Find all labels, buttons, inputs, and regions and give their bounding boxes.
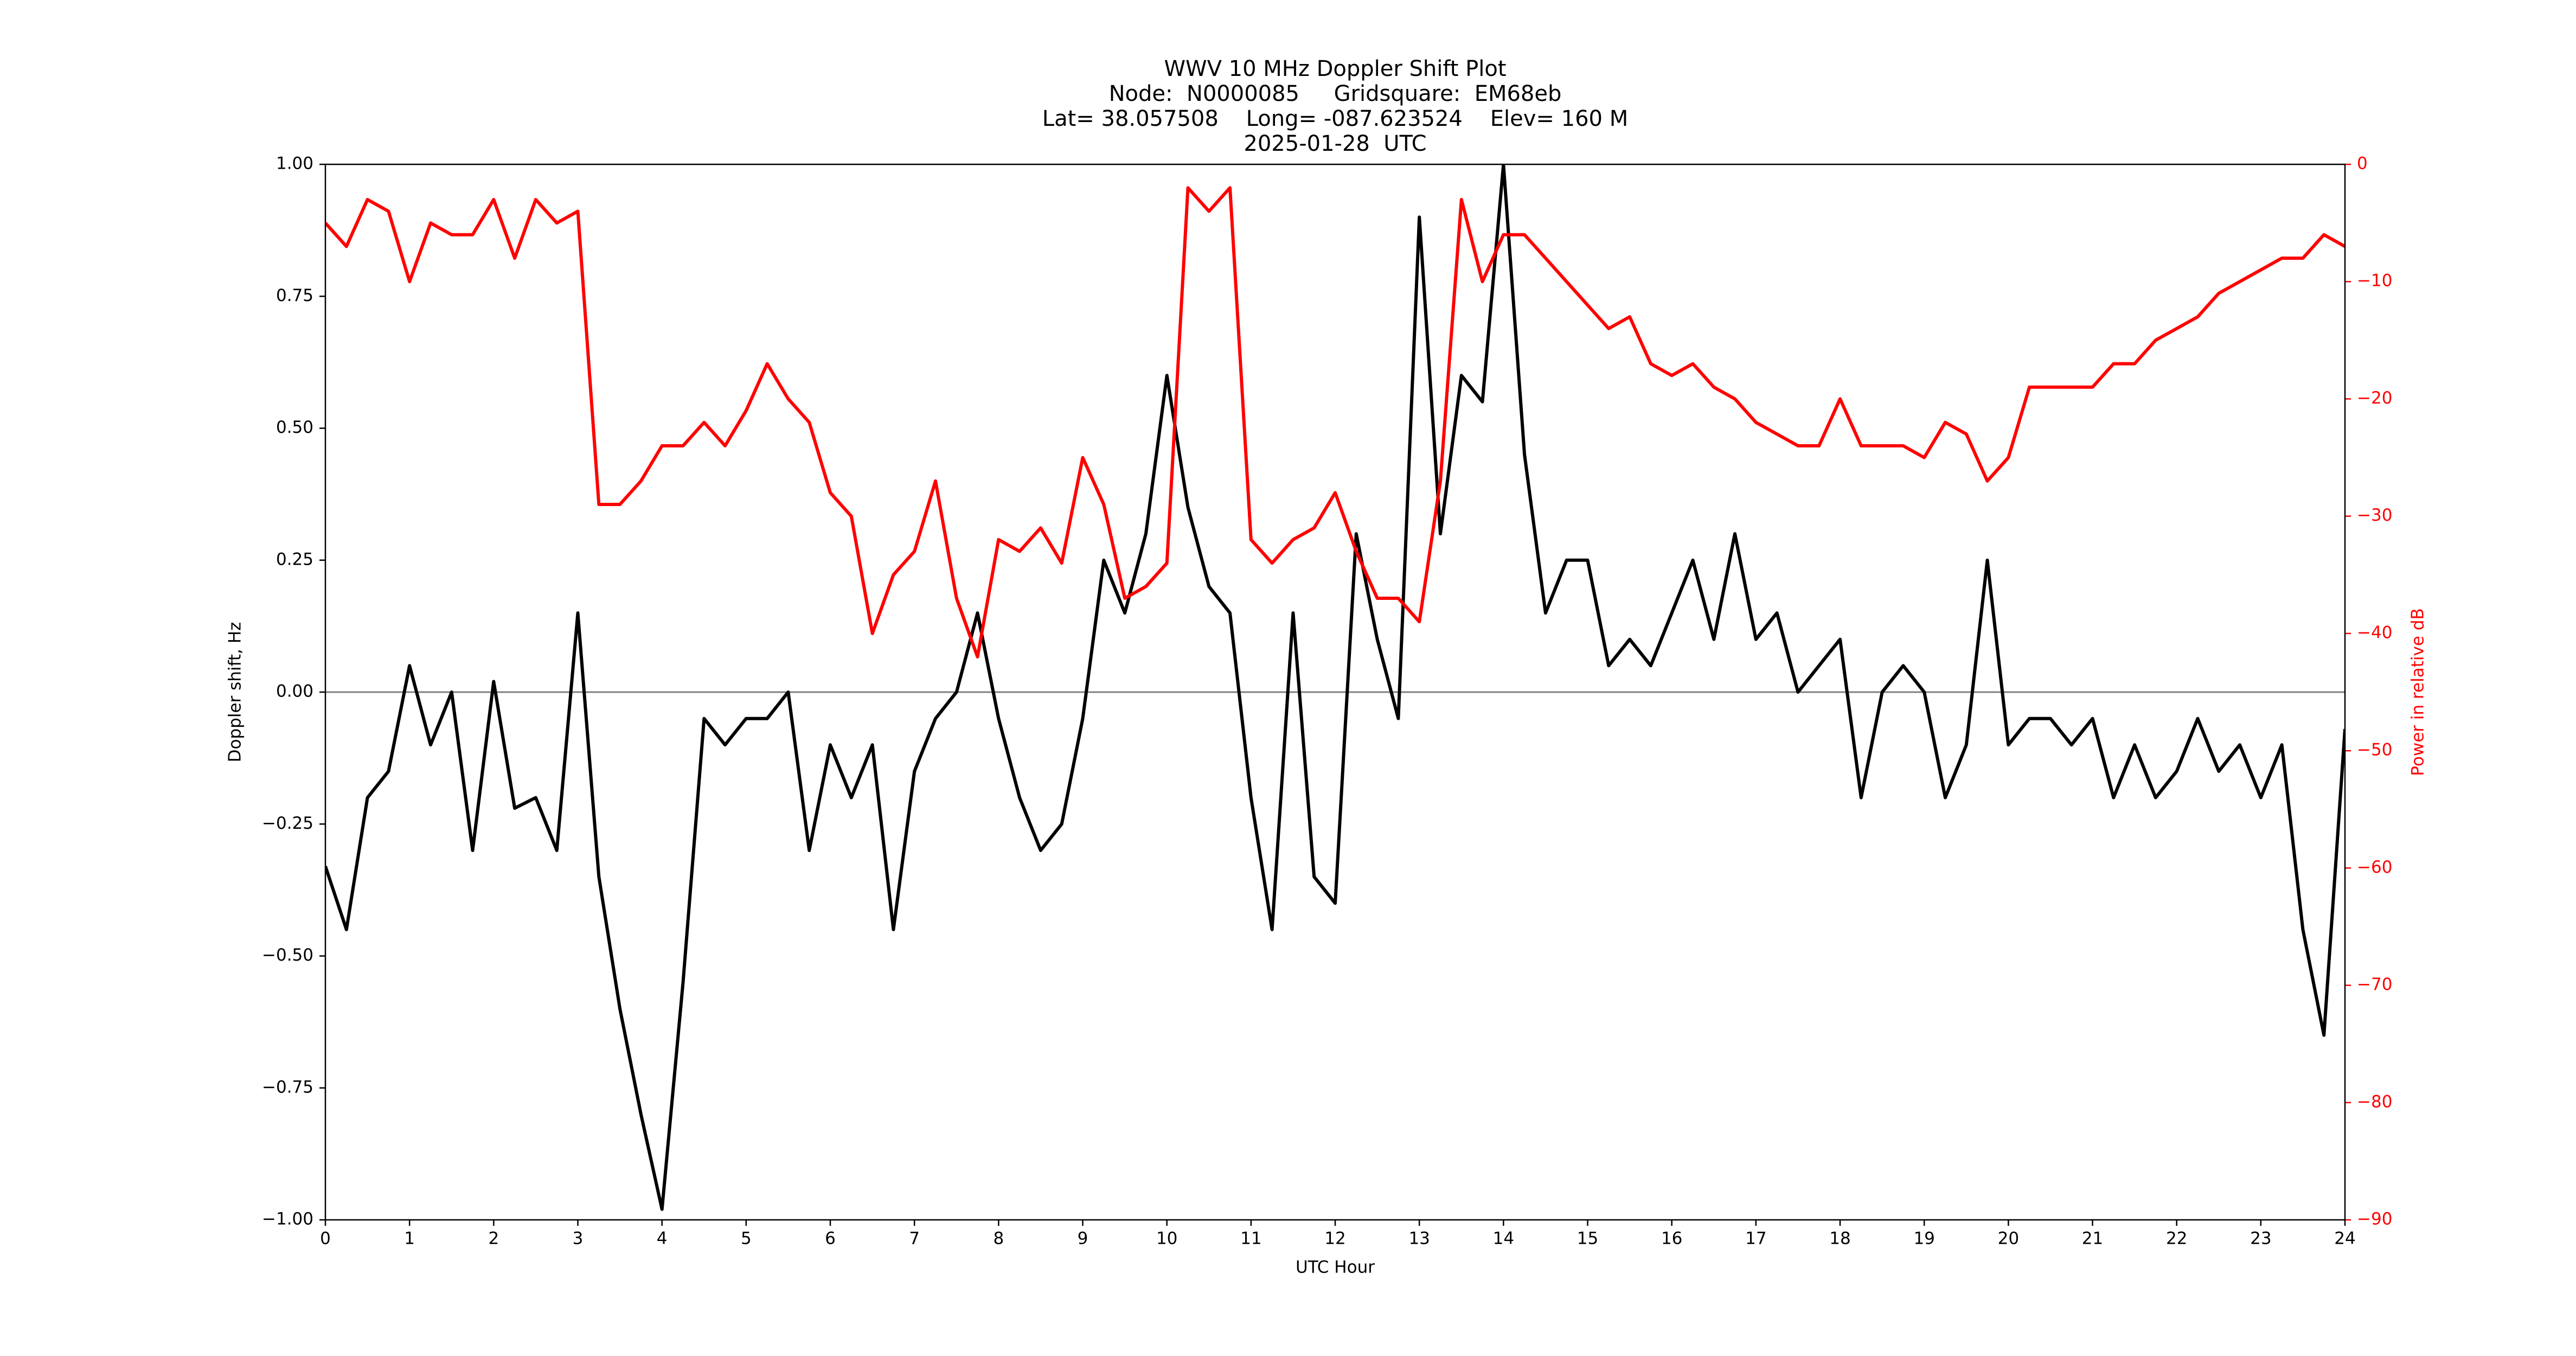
chart-subtitle: Lat= 38.057508 Long= -087.623524 Elev= 1… (1042, 106, 1628, 131)
y2-tick-label: −80 (2357, 1092, 2392, 1111)
x-tick-label: 16 (1661, 1229, 1682, 1249)
y-tick-label: −1.00 (262, 1210, 313, 1229)
chart-subtitle: Node: N0000085 Gridsquare: EM68eb (1109, 81, 1562, 106)
x-tick-label: 18 (1829, 1229, 1850, 1249)
data-line (325, 186, 2345, 659)
y2-tick-label: −50 (2357, 740, 2392, 760)
x-tick-label: 3 (573, 1229, 584, 1249)
y2-tick-label: 0 (2357, 154, 2368, 174)
x-tick-label: 5 (741, 1229, 752, 1249)
x-tick-label: 12 (1324, 1229, 1345, 1249)
x-tick-label: 7 (909, 1229, 920, 1249)
x-tick-label: 8 (993, 1229, 1004, 1249)
y2-tick-label: −20 (2357, 388, 2392, 408)
y-tick-label: 0.75 (276, 286, 313, 305)
y2-axis-label: Power in relative dB (2408, 608, 2428, 776)
y-tick-label: −0.25 (262, 814, 313, 833)
x-tick-label: 24 (2334, 1229, 2355, 1249)
data-line (325, 164, 2345, 1211)
x-tick-label: 11 (1240, 1229, 1261, 1249)
x-tick-label: 10 (1156, 1229, 1177, 1249)
x-tick-label: 4 (657, 1229, 668, 1249)
x-tick-label: 21 (2082, 1229, 2103, 1249)
y-tick-label: 0.50 (276, 418, 313, 437)
x-tick-label: 14 (1493, 1229, 1514, 1249)
y-tick-label: 0.00 (276, 682, 313, 701)
x-tick-label: 20 (1998, 1229, 2019, 1249)
x-axis-label: UTC Hour (1296, 1258, 1375, 1277)
x-tick-label: 6 (825, 1229, 836, 1249)
x-tick-label: 15 (1577, 1229, 1598, 1249)
chart-subtitle: 2025-01-28 UTC (1244, 131, 1426, 156)
x-tick-label: 22 (2166, 1229, 2187, 1249)
y2-tick-label: −10 (2357, 271, 2392, 291)
x-tick-label: 2 (488, 1229, 499, 1249)
y2-tick-label: −70 (2357, 975, 2392, 994)
x-tick-label: 17 (1745, 1229, 1766, 1249)
axes-frame (324, 163, 2346, 1221)
y-axis-label: Doppler shift, Hz (226, 622, 245, 763)
y-tick-label: 1.00 (276, 154, 313, 174)
x-tick-label: 0 (320, 1229, 331, 1249)
y-tick-label: 0.25 (276, 549, 313, 569)
x-tick-label: 9 (1078, 1229, 1088, 1249)
y2-tick-label: −30 (2357, 506, 2392, 525)
x-tick-label: 1 (404, 1229, 415, 1249)
y2-tick-label: −90 (2357, 1210, 2392, 1229)
y2-tick-label: −60 (2357, 858, 2392, 877)
chart-title: WWV 10 MHz Doppler Shift Plot (1164, 56, 1506, 81)
y-tick-label: −0.50 (262, 945, 313, 965)
x-tick-label: 13 (1408, 1229, 1430, 1249)
x-tick-label: 19 (1913, 1229, 1934, 1249)
y-tick-label: −0.75 (262, 1077, 313, 1097)
y2-tick-label: −40 (2357, 623, 2392, 642)
plot-area (325, 164, 2345, 1211)
x-tick-label: 23 (2250, 1229, 2271, 1249)
